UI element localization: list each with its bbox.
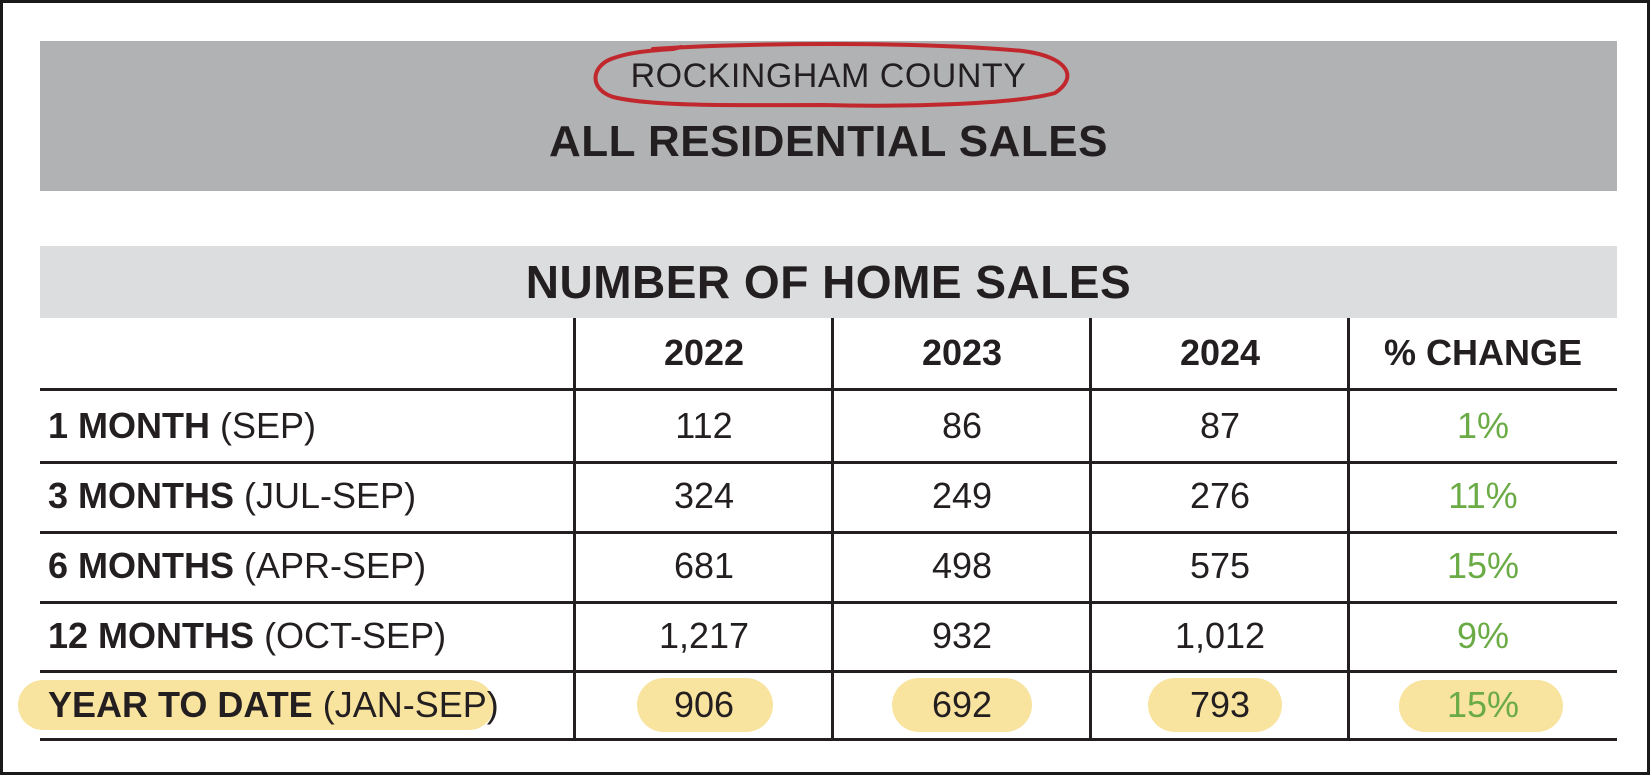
- column-divider: [1347, 318, 1350, 740]
- row-label: YEAR TO DATE (JAN-SEP): [40, 670, 575, 740]
- county-name: ROCKINGHAM COUNTY: [630, 57, 1027, 95]
- period-label: 12 MONTHS: [48, 615, 255, 656]
- sales-table: 2022 2023 2024 % CHANGE 1 MONTH (SEP) 11…: [18, 318, 1617, 741]
- period-label: 6 MONTHS: [48, 545, 235, 586]
- percent-change: 1%: [1456, 405, 1510, 446]
- value-2022: 681: [673, 545, 735, 586]
- period-range: (JUL-SEP): [244, 475, 417, 516]
- table-row: 12 MONTHS (OCT-SEP) 1,217 932 1,012 9%: [40, 601, 1617, 671]
- report-banner: ROCKINGHAM COUNTY ALL RESIDENTIAL SALES: [40, 41, 1617, 191]
- value-2022: 324: [673, 475, 735, 516]
- value-text: 906: [673, 684, 735, 725]
- table-header-row: 2022 2023 2024 % CHANGE: [40, 318, 1617, 388]
- row-divider: [40, 601, 1617, 604]
- value-2024: 793: [1091, 670, 1349, 740]
- value-2024: 575: [1189, 545, 1251, 586]
- highlight-mark: [637, 678, 773, 732]
- column-divider: [1089, 318, 1092, 740]
- period-label: 3 MONTHS: [48, 475, 235, 516]
- value-2023: 498: [931, 545, 993, 586]
- county-circle-annotation: [593, 42, 1070, 108]
- row-divider: [40, 461, 1617, 464]
- row-divider: [40, 388, 1617, 391]
- highlight-mark: [1399, 680, 1563, 732]
- period-label: 1 MONTH: [48, 405, 210, 446]
- period-range: (SEP): [220, 405, 317, 446]
- row-label: 12 MONTHS (OCT-SEP): [40, 601, 575, 671]
- column-divider: [573, 318, 576, 740]
- section-title: NUMBER OF HOME SALES: [40, 246, 1617, 318]
- table-row: 6 MONTHS (APR-SEP) 681 498 575 15%: [40, 531, 1617, 601]
- value-2023: 932: [931, 615, 993, 656]
- table-row: 1 MONTH (SEP) 112 86 87 1%: [40, 391, 1617, 461]
- value-2024: 1,012: [1174, 615, 1266, 656]
- column-header-2024: 2024: [1179, 332, 1261, 373]
- value-2023: 86: [941, 405, 983, 446]
- value-2022: 1,217: [658, 615, 750, 656]
- value-2024: 87: [1199, 405, 1241, 446]
- value-2023: 249: [931, 475, 993, 516]
- column-header-2022: 2022: [663, 332, 745, 373]
- percent-change: 11%: [1448, 475, 1518, 516]
- column-header-change: % CHANGE: [1383, 332, 1583, 373]
- value-2022: 906: [575, 670, 833, 740]
- row-divider: [40, 738, 1617, 741]
- percent-change: 15%: [1349, 670, 1617, 740]
- row-label: 6 MONTHS (APR-SEP): [40, 531, 575, 601]
- value-text: 15%: [1446, 684, 1520, 725]
- table-row: 3 MONTHS (JUL-SEP) 324 249 276 11%: [40, 461, 1617, 531]
- period-range: (OCT-SEP): [264, 615, 447, 656]
- report-title: ALL RESIDENTIAL SALES: [549, 117, 1108, 166]
- row-divider: [40, 531, 1617, 534]
- column-divider: [831, 318, 834, 740]
- row-label: 1 MONTH (SEP): [40, 391, 575, 461]
- row-label: 3 MONTHS (JUL-SEP): [40, 461, 575, 531]
- value-2024: 276: [1189, 475, 1251, 516]
- period-range: (JAN-SEP): [322, 684, 499, 725]
- column-header-2023: 2023: [921, 332, 1003, 373]
- value-2022: 112: [675, 405, 733, 446]
- percent-change: 15%: [1446, 545, 1520, 586]
- highlight-mark: [892, 678, 1032, 732]
- value-2023: 692: [833, 670, 1091, 740]
- value-text: 692: [931, 684, 993, 725]
- period-range: (APR-SEP): [244, 545, 427, 586]
- value-text: 793: [1189, 684, 1251, 725]
- percent-change: 9%: [1456, 615, 1510, 656]
- row-divider: [40, 670, 1617, 673]
- highlight-mark: [1148, 678, 1282, 732]
- highlight-mark: [18, 680, 494, 730]
- table-row-year-to-date: YEAR TO DATE (JAN-SEP) 906 692 793 15%: [18, 670, 1617, 740]
- period-label: YEAR TO DATE: [48, 684, 313, 725]
